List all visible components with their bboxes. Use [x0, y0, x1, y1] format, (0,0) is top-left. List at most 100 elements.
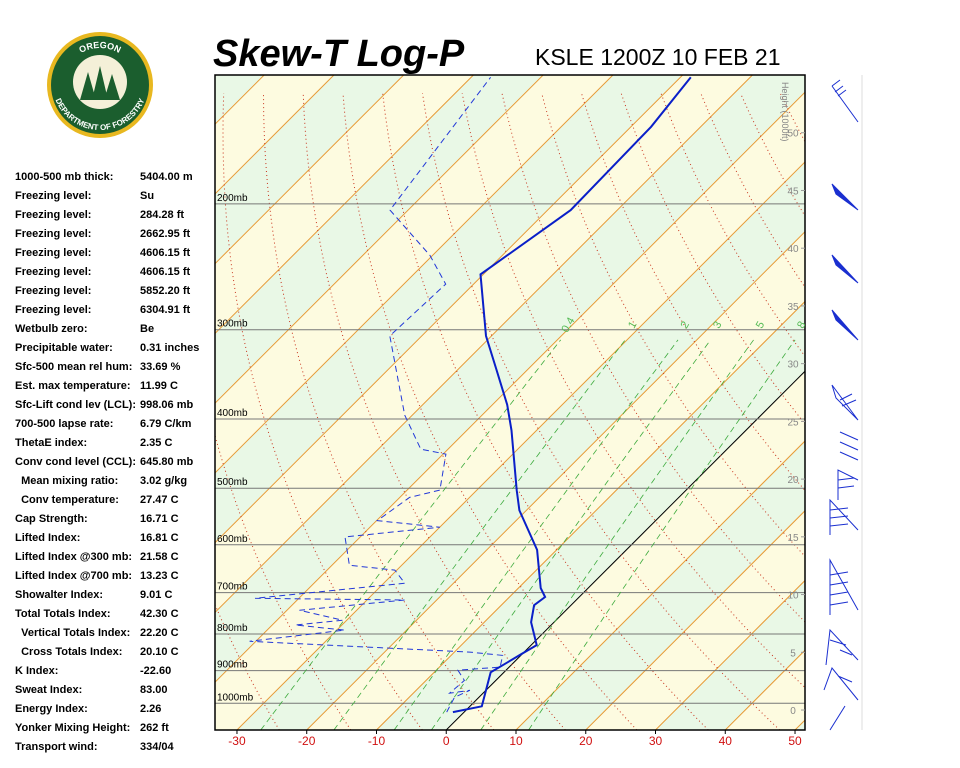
stat-value: 334/04 — [140, 741, 175, 753]
logo-trees — [80, 66, 120, 100]
x-tick-label: 10 — [509, 734, 523, 748]
stat-value: 3.02 g/kg — [140, 475, 187, 487]
stat-value: 83.00 — [140, 684, 168, 696]
dry-adiabat — [939, 93, 960, 730]
stat-value: 5404.00 m — [140, 171, 193, 183]
isotherm — [215, 75, 753, 614]
stat-label: Cap Strength: — [15, 513, 88, 525]
height-tick-label: 5 — [790, 648, 796, 659]
dry-adiabat — [422, 93, 781, 730]
stat-label: Freezing level: — [15, 304, 91, 316]
height-tick-label: 20 — [787, 475, 799, 486]
wind-barbs — [823, 79, 859, 731]
dry-adiabat — [215, 603, 280, 730]
stat-value: 2.35 C — [140, 437, 172, 449]
height-tick-label: 30 — [787, 360, 799, 371]
x-tick-label: 30 — [649, 734, 663, 748]
stat-label: ThetaE index: — [15, 437, 87, 449]
stat-label: Yonker Mixing Height: — [15, 722, 130, 734]
stat-value: Be — [140, 323, 154, 335]
isotherm — [515, 440, 805, 730]
mixing-ratio-label: 1 — [626, 319, 639, 330]
isotherm — [794, 719, 805, 730]
axes: 200mb 300mb 400mb 500mb 600mb 700mb 800mb 900mb… — [217, 82, 809, 748]
stat-value: 13.23 C — [140, 570, 179, 582]
isotherm — [215, 75, 684, 544]
x-tick-label: -30 — [228, 734, 246, 748]
logo: OREGON DEPARTMENT OF FORESTRY — [47, 32, 153, 138]
stat-label: Conv cond level (CCL): — [15, 456, 136, 468]
height-tick-label: 50 — [787, 129, 799, 140]
stat-label: Sfc-Lift cond lev (LCL): — [15, 399, 136, 411]
height-tick-label: 45 — [787, 186, 799, 197]
pressure-label: 400mb — [217, 408, 248, 419]
barb — [829, 558, 859, 615]
dry-adiabat — [860, 93, 960, 730]
stat-value: 42.30 C — [140, 608, 179, 620]
isotherm — [585, 510, 805, 730]
dry-adiabat — [820, 93, 960, 730]
barb — [825, 628, 859, 666]
pressure-label: 900mb — [217, 660, 248, 671]
temperature-line — [452, 76, 692, 714]
stat-value: 9.01 C — [140, 589, 172, 601]
dry-adiabat — [581, 93, 805, 492]
height-tick-label: 15 — [787, 533, 799, 544]
barb — [831, 384, 859, 421]
stat-label: Lifted Index @700 mb: — [15, 570, 132, 582]
pressure-label: 800mb — [217, 623, 248, 634]
stat-value: 262 ft — [140, 722, 169, 734]
isotherm — [655, 579, 805, 730]
stat-value: 645.80 mb — [140, 456, 193, 468]
height-tick-label: 10 — [787, 591, 799, 602]
stat-label: Total Totals Index: — [15, 608, 111, 620]
mixing-ratio-line — [480, 339, 754, 730]
height-tick-label: 40 — [787, 244, 799, 255]
stat-value: Su — [140, 190, 154, 202]
mixing-ratio-label: 3 — [711, 319, 724, 330]
dry-adiabat — [779, 93, 805, 143]
stat-label: Lifted Index: — [15, 532, 80, 544]
stats: 1000-500 mb thick: 5404.00 m Freezing leve… — [15, 171, 199, 753]
station: KSLE 1200Z 10 FEB 21 — [535, 44, 781, 70]
stat-label: K Index: — [15, 665, 58, 677]
stat-value: 16.81 C — [140, 532, 179, 544]
stat-label: Lifted Index @300 mb: — [15, 551, 132, 563]
stat-value: 33.69 % — [140, 361, 181, 373]
barb — [831, 79, 859, 123]
x-tick-label: 50 — [788, 734, 802, 748]
stat-label: Cross Totals Index: — [15, 646, 122, 658]
stat-value: 27.47 C — [140, 494, 179, 506]
x-tick-label: 40 — [719, 734, 733, 748]
barb — [839, 431, 859, 461]
stat-value: 284.28 ft — [140, 209, 184, 221]
barb — [823, 666, 859, 731]
band — [795, 720, 805, 730]
barb — [831, 254, 859, 284]
stat-value: 4606.15 ft — [140, 266, 190, 278]
mixing-ratio-line — [528, 339, 796, 730]
isotherm — [306, 231, 805, 730]
barb — [831, 309, 859, 341]
pressure-label: 1000mb — [217, 692, 254, 703]
plot — [215, 75, 960, 730]
plot-frame — [214, 74, 806, 731]
stat-label: 700-500 lapse rate: — [15, 418, 113, 430]
stat-value: 6.79 C/km — [140, 418, 192, 430]
stat-label: Sweat Index: — [15, 684, 82, 696]
height-tick-label: 0 — [790, 706, 796, 717]
x-tick-label: 20 — [579, 734, 593, 748]
pressure-label: 500mb — [217, 477, 248, 488]
stat-label: Mean mixing ratio: — [15, 475, 118, 487]
stat-label: Energy Index: — [15, 703, 88, 715]
x-tick-label: -10 — [368, 734, 386, 748]
height-tick-label: 25 — [787, 417, 799, 428]
stat-label: 1000-500 mb thick: — [15, 171, 113, 183]
mixing-ratio-label: 2 — [679, 319, 692, 330]
stat-value: 2662.95 ft — [140, 228, 190, 240]
mixing-ratio-line — [333, 339, 626, 730]
mixing-ratio-line — [431, 339, 711, 730]
stat-value: 22.20 C — [140, 627, 179, 639]
band — [215, 92, 805, 730]
stat-value: 2.26 — [140, 703, 161, 715]
